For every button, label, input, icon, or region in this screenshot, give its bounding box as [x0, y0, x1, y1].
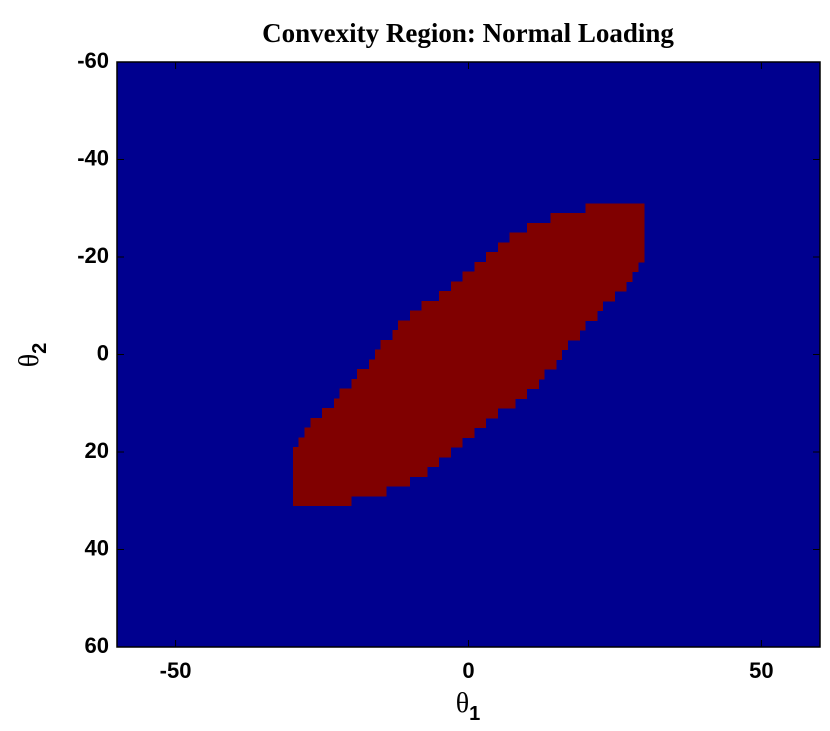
region-row: [333, 398, 516, 409]
y-axis-label: θ2: [14, 343, 51, 368]
region-row: [351, 378, 539, 390]
region-row: [421, 300, 604, 312]
x-tick-label: -50: [160, 658, 192, 683]
region-row: [292, 476, 410, 487]
region-row: [439, 291, 615, 302]
region-row: [550, 213, 645, 224]
y-tick-label: 0: [97, 340, 109, 365]
region-row: [368, 359, 557, 370]
region-row: [392, 330, 580, 341]
y-label-subscript: 2: [29, 343, 51, 354]
region-row: [380, 339, 569, 351]
region-row: [310, 417, 487, 429]
region-row: [398, 320, 586, 331]
region-row: [357, 369, 545, 380]
y-tick-label: 60: [85, 633, 109, 658]
region-row: [304, 427, 475, 438]
region-row: [292, 456, 440, 468]
region-row: [509, 232, 645, 243]
region-row: [527, 222, 645, 234]
region-row: [474, 261, 639, 273]
chart-title: Convexity Region: Normal Loading: [262, 18, 674, 48]
region-row: [339, 388, 528, 399]
x-tick-label: 50: [749, 658, 773, 683]
y-tick-label: -20: [77, 243, 109, 268]
x-tick-label: 0: [462, 658, 474, 683]
x-axis-label: θ1: [456, 688, 481, 725]
region-row: [322, 408, 498, 419]
y-tick-label: 40: [85, 535, 109, 560]
y-label-symbol: θ: [14, 354, 45, 367]
region-row: [462, 271, 633, 282]
region-row: [298, 437, 463, 448]
y-tick-label: -60: [77, 48, 109, 73]
region-row: [292, 447, 451, 458]
x-label-symbol: θ: [456, 688, 469, 719]
x-label-subscript: 1: [469, 703, 480, 725]
region-row: [409, 310, 598, 321]
region-row: [585, 203, 645, 214]
region-row: [292, 486, 387, 497]
region-row: [450, 281, 627, 292]
region-row: [292, 466, 428, 477]
region-row: [292, 495, 352, 507]
region-row: [374, 349, 563, 360]
y-tick-label: -40: [77, 145, 109, 170]
region-row: [497, 242, 645, 253]
region-row: [486, 252, 645, 263]
y-tick-label: 20: [85, 438, 109, 463]
